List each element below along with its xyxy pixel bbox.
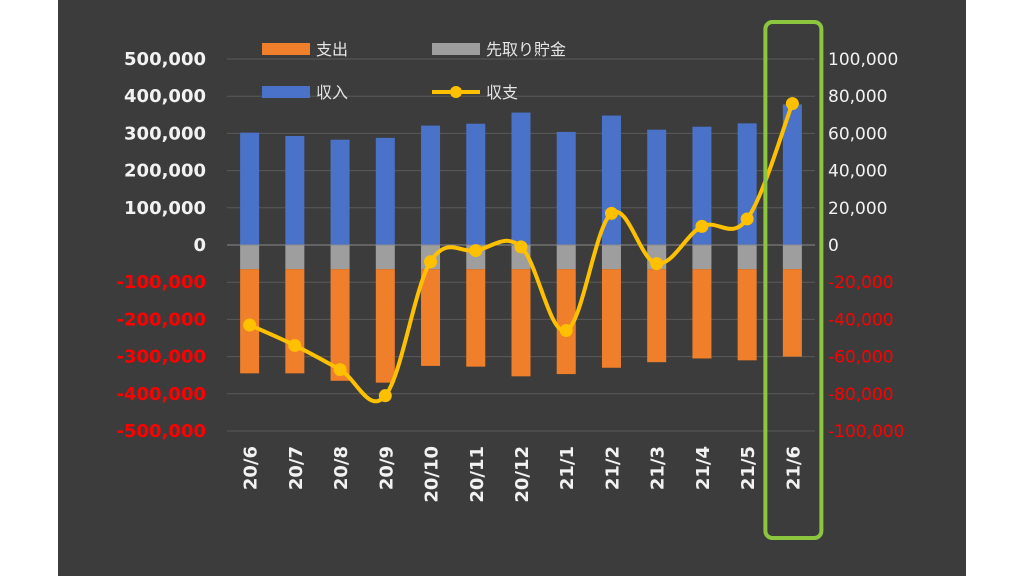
bar-spending <box>466 269 486 367</box>
bar-saving <box>556 245 576 270</box>
bar-saving <box>285 245 305 270</box>
category-label: 21/1 <box>557 446 578 490</box>
bar-saving <box>782 245 802 270</box>
bar-spending <box>285 269 305 374</box>
balance-point <box>378 389 392 403</box>
category-label: 20/6 <box>241 446 262 490</box>
left-tick-label: 200,000 <box>124 161 206 182</box>
legend-label: 先取り貯金 <box>486 40 566 59</box>
bar-spending <box>511 269 531 377</box>
right-tick-label: 0 <box>828 236 839 256</box>
right-tick-label: 20,000 <box>828 199 887 219</box>
left-tick-label: -400,000 <box>117 384 206 405</box>
category-label: 21/4 <box>693 446 714 490</box>
balance-point <box>785 97 799 111</box>
left-axis-tick-labels: 500,000 400,000 300,000 200,000 100,000 0 -100… <box>117 49 206 442</box>
bar-saving <box>601 245 621 270</box>
left-tick-label: -300,000 <box>117 347 206 368</box>
bar-saving <box>737 245 757 270</box>
bar-spending <box>692 269 712 359</box>
left-tick-label: 500,000 <box>124 49 206 70</box>
bar-saving <box>375 245 395 270</box>
bar-spending <box>601 269 621 368</box>
bar-spending <box>556 269 576 375</box>
left-tick-label: 0 <box>193 235 206 256</box>
category-label: 21/2 <box>602 446 623 490</box>
category-label: 20/12 <box>512 446 533 503</box>
balance-point <box>695 219 709 233</box>
category-label: 21/5 <box>738 446 759 490</box>
legend-label: 収入 <box>316 83 348 102</box>
left-tick-label: 300,000 <box>124 123 206 144</box>
legend-swatch <box>262 86 310 98</box>
balance-point <box>469 244 483 258</box>
bar-income <box>647 129 667 245</box>
bar-income <box>692 126 712 245</box>
balance-point <box>288 338 302 352</box>
bar-spending <box>737 269 757 361</box>
bar-income <box>421 125 441 245</box>
legend-label: 支出 <box>316 40 348 59</box>
bar-spending <box>647 269 667 363</box>
bar-income <box>330 139 350 245</box>
category-label: 20/11 <box>467 446 488 503</box>
category-label: 20/7 <box>286 446 307 490</box>
legend-label: 収支 <box>486 83 518 102</box>
category-label: 20/9 <box>376 446 397 490</box>
bar-spending <box>330 269 350 381</box>
category-label: 20/10 <box>422 446 443 503</box>
balance-point <box>333 363 347 377</box>
bar-spending <box>375 269 395 383</box>
balance-point <box>514 240 528 254</box>
right-tick-label: 80,000 <box>828 87 887 107</box>
left-tick-label: -200,000 <box>117 309 206 330</box>
right-tick-label: -40,000 <box>828 310 894 330</box>
bar-spending <box>782 269 802 357</box>
legend-swatch-marker <box>450 86 462 98</box>
legend-swatch <box>262 43 310 55</box>
right-tick-label: -80,000 <box>828 385 894 405</box>
right-tick-label: -100,000 <box>828 422 904 442</box>
highlight-box <box>763 20 824 540</box>
bar-saving <box>692 245 712 270</box>
right-tick-label: 100,000 <box>828 50 898 70</box>
bar-income <box>556 131 576 245</box>
left-tick-label: -500,000 <box>117 421 206 442</box>
category-tick-labels: 20/6 20/7 20/8 20/9 20/10 20/11 20/12 21/1 21/2 2… <box>241 446 805 503</box>
right-axis-tick-labels: 100,000 80,000 60,000 40,000 20,000 0 -20,000 -… <box>828 50 904 442</box>
balance-line <box>243 97 799 404</box>
right-tick-label: -20,000 <box>828 273 894 293</box>
highlight-frame <box>763 20 824 540</box>
bar-income <box>375 137 395 245</box>
balance-point <box>424 255 438 269</box>
bar-income <box>285 136 305 245</box>
bar-income <box>782 104 802 245</box>
right-tick-label: -60,000 <box>828 348 894 368</box>
right-tick-label: 60,000 <box>828 124 887 144</box>
balance-point <box>243 318 257 332</box>
bar-saving <box>330 245 350 270</box>
bar-income <box>240 132 260 245</box>
bar-income <box>511 112 531 246</box>
legend-swatch <box>432 43 480 55</box>
left-tick-label: 100,000 <box>124 198 206 219</box>
left-tick-label: -100,000 <box>117 272 206 293</box>
category-label: 20/8 <box>331 446 352 490</box>
left-tick-label: 400,000 <box>124 86 206 107</box>
category-label: 21/3 <box>648 446 669 490</box>
balance-point <box>559 324 573 338</box>
bar-spending <box>421 269 441 366</box>
balance-point <box>604 206 618 220</box>
bar-saving <box>240 245 260 270</box>
bar-income <box>466 123 486 245</box>
balance-point <box>650 257 664 271</box>
balance-point <box>740 212 754 226</box>
category-label: 21/6 <box>783 446 804 490</box>
right-tick-label: 40,000 <box>828 162 887 182</box>
